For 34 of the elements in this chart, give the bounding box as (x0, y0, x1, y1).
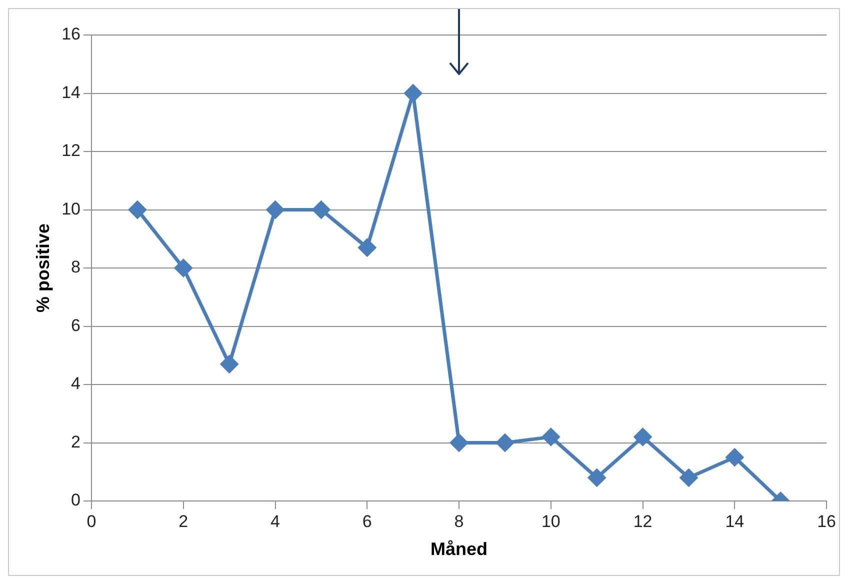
x-tick-label: 14 (725, 512, 744, 531)
point (680, 468, 698, 486)
point (128, 201, 146, 218)
point (404, 84, 422, 102)
x-tick-label: 4 (270, 512, 280, 531)
x-tick-label: 6 (362, 512, 372, 531)
x-tick-label: 8 (454, 512, 464, 531)
y-tick-label: 10 (62, 199, 81, 218)
x-tick-label: 2 (178, 512, 188, 531)
x-tick-label: 16 (817, 512, 836, 531)
point (220, 355, 238, 373)
y-tick-label: 6 (71, 316, 81, 335)
point (726, 448, 744, 466)
x-tick-label: 10 (541, 512, 560, 531)
point (588, 468, 606, 486)
y-tick-label: 8 (71, 258, 81, 277)
point (312, 201, 330, 218)
y-tick-label: 16 (62, 24, 81, 44)
point (634, 428, 652, 446)
point (450, 434, 468, 452)
point (266, 201, 284, 218)
point (542, 428, 560, 446)
y-tick-label: 2 (71, 432, 81, 452)
x-axis-title: Måned (430, 539, 488, 560)
point (174, 259, 192, 277)
y-tick-label: 12 (62, 141, 81, 160)
point (496, 434, 514, 452)
y-tick-label: 14 (62, 82, 81, 102)
y-tick-label: 0 (71, 490, 81, 510)
y-axis-title: % positive (32, 223, 53, 313)
y-tick-label: 4 (71, 374, 81, 394)
point (358, 238, 376, 256)
x-tick-label: 12 (633, 512, 652, 531)
x-tick-label: 0 (86, 512, 96, 531)
